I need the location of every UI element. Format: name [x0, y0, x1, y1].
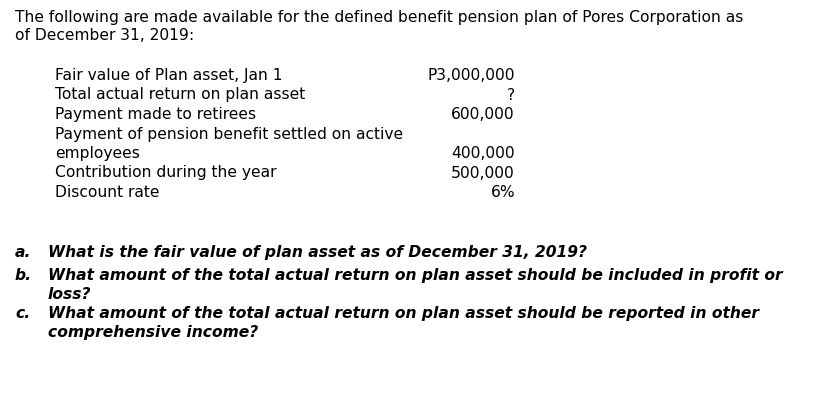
Text: Payment of pension benefit settled on active: Payment of pension benefit settled on ac…: [55, 126, 403, 142]
Text: loss?: loss?: [48, 287, 91, 302]
Text: a.: a.: [15, 245, 32, 260]
Text: b.: b.: [15, 268, 32, 283]
Text: P3,000,000: P3,000,000: [427, 68, 515, 83]
Text: Payment made to retirees: Payment made to retirees: [55, 107, 256, 122]
Text: ?: ?: [507, 88, 515, 102]
Text: 600,000: 600,000: [451, 107, 515, 122]
Text: What amount of the total actual return on plan asset should be reported in other: What amount of the total actual return o…: [48, 306, 759, 321]
Text: The following are made available for the defined benefit pension plan of Pores C: The following are made available for the…: [15, 10, 744, 25]
Text: c.: c.: [15, 306, 30, 321]
Text: employees: employees: [55, 146, 140, 161]
Text: of December 31, 2019:: of December 31, 2019:: [15, 28, 194, 43]
Text: 6%: 6%: [490, 185, 515, 200]
Text: Total actual return on plan asset: Total actual return on plan asset: [55, 88, 305, 102]
Text: 500,000: 500,000: [451, 166, 515, 180]
Text: Fair value of Plan asset, Jan 1: Fair value of Plan asset, Jan 1: [55, 68, 283, 83]
Text: comprehensive income?: comprehensive income?: [48, 325, 258, 340]
Text: What amount of the total actual return on plan asset should be included in profi: What amount of the total actual return o…: [48, 268, 783, 283]
Text: What is the fair value of plan asset as of December 31, 2019?: What is the fair value of plan asset as …: [48, 245, 587, 260]
Text: Discount rate: Discount rate: [55, 185, 160, 200]
Text: 400,000: 400,000: [451, 146, 515, 161]
Text: Contribution during the year: Contribution during the year: [55, 166, 277, 180]
